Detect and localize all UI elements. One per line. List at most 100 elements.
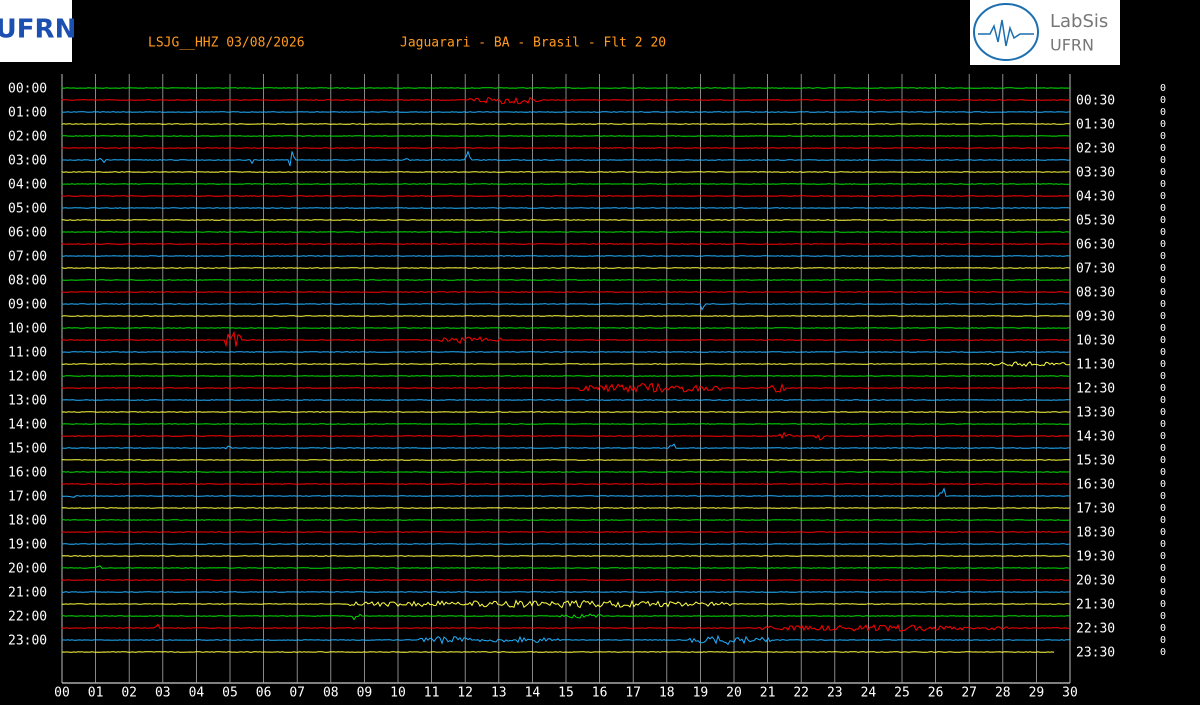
right-hour-label: 15:30 xyxy=(1076,454,1115,469)
trace-count: 0 xyxy=(1160,527,1166,538)
right-hour-label: 03:30 xyxy=(1076,166,1115,181)
seismic-trace xyxy=(61,431,1071,441)
trace-count: 0 xyxy=(1160,407,1166,418)
right-hour-label: 02:30 xyxy=(1076,142,1115,157)
left-hour-label: 12:00 xyxy=(8,370,47,385)
left-hour-label: 03:00 xyxy=(8,154,47,169)
x-tick-label: 19 xyxy=(693,686,709,701)
trace-count: 0 xyxy=(1160,215,1166,226)
x-tick-label: 07 xyxy=(289,686,305,701)
seismic-trace xyxy=(61,443,1070,450)
seismic-trace xyxy=(61,351,1071,353)
trace-count: 0 xyxy=(1160,239,1166,250)
trace-count: 0 xyxy=(1160,335,1166,346)
x-tick-label: 14 xyxy=(525,686,541,701)
logo-right-top: LabSis xyxy=(1050,11,1108,32)
trace-count: 0 xyxy=(1160,515,1166,526)
seismic-trace xyxy=(61,243,1071,245)
trace-count: 0 xyxy=(1160,347,1166,358)
left-hour-label: 04:00 xyxy=(8,178,47,193)
left-hour-label: 21:00 xyxy=(8,586,47,601)
seismic-trace xyxy=(61,171,1071,173)
right-hour-label: 22:30 xyxy=(1076,622,1115,637)
trace-count: 0 xyxy=(1160,323,1166,334)
seismic-trace xyxy=(61,96,1071,105)
x-tick-label: 06 xyxy=(256,686,272,701)
seismic-trace xyxy=(61,231,1070,233)
right-hour-label: 11:30 xyxy=(1076,358,1115,373)
trace-count: 0 xyxy=(1160,191,1166,202)
seismic-trace xyxy=(61,634,1070,646)
left-hour-label: 10:00 xyxy=(8,322,47,337)
trace-count: 0 xyxy=(1160,359,1166,370)
x-tick-label: 16 xyxy=(592,686,608,701)
right-hour-label: 10:30 xyxy=(1076,334,1115,349)
seismic-trace xyxy=(61,411,1071,413)
trace-count: 0 xyxy=(1160,83,1166,94)
x-tick-label: 28 xyxy=(995,686,1011,701)
seismic-trace xyxy=(61,291,1071,293)
seismic-trace xyxy=(61,555,1071,557)
left-hour-label: 14:00 xyxy=(8,418,47,433)
left-hour-label: 20:00 xyxy=(8,562,47,577)
seismic-trace xyxy=(61,375,1071,377)
trace-count: 0 xyxy=(1160,599,1166,610)
seismic-trace xyxy=(61,303,1071,311)
x-tick-label: 26 xyxy=(928,686,944,701)
seismic-trace xyxy=(61,543,1071,545)
left-hour-label: 09:00 xyxy=(8,298,47,313)
x-tick-label: 29 xyxy=(1029,686,1045,701)
seismic-trace xyxy=(61,111,1071,113)
trace-count: 0 xyxy=(1160,383,1166,394)
x-tick-label: 21 xyxy=(760,686,776,701)
x-tick-label: 30 xyxy=(1062,686,1078,701)
x-tick-label: 22 xyxy=(793,686,809,701)
logo-ring xyxy=(973,3,1039,61)
x-tick-label: 11 xyxy=(424,686,440,701)
left-hour-label: 02:00 xyxy=(8,130,47,145)
left-hour-label: 05:00 xyxy=(8,202,47,217)
trace-count: 0 xyxy=(1160,371,1166,382)
logo-left: UFRN xyxy=(0,15,76,45)
x-tick-label: 00 xyxy=(54,686,70,701)
left-hour-label: 07:00 xyxy=(8,250,47,265)
seismic-trace xyxy=(61,315,1071,317)
logo-left-box xyxy=(0,0,72,62)
seismic-trace xyxy=(61,651,1055,653)
seismic-trace xyxy=(61,487,1071,498)
seismic-trace xyxy=(61,87,1071,89)
right-hour-label: 21:30 xyxy=(1076,598,1115,613)
trace-count: 0 xyxy=(1160,419,1166,430)
x-tick-label: 10 xyxy=(390,686,406,701)
x-tick-label: 01 xyxy=(88,686,104,701)
right-hour-label: 19:30 xyxy=(1076,550,1115,565)
right-hour-label: 13:30 xyxy=(1076,406,1115,421)
trace-count: 0 xyxy=(1160,575,1166,586)
right-hour-label: 09:30 xyxy=(1076,310,1115,325)
seismic-trace xyxy=(61,150,1071,167)
seismic-trace xyxy=(61,591,1071,593)
seismic-trace xyxy=(61,327,1071,329)
trace-count: 0 xyxy=(1160,479,1166,490)
right-hour-label: 16:30 xyxy=(1076,478,1115,493)
trace-count: 0 xyxy=(1160,587,1166,598)
logo-wave xyxy=(978,19,1034,47)
x-tick-label: 12 xyxy=(457,686,473,701)
x-tick-label: 09 xyxy=(357,686,373,701)
right-hour-label: 04:30 xyxy=(1076,190,1115,205)
trace-count: 0 xyxy=(1160,647,1166,658)
x-tick-label: 17 xyxy=(625,686,641,701)
station-title: LSJG__HHZ 03/08/2026 xyxy=(148,36,305,51)
left-hour-label: 15:00 xyxy=(8,442,47,457)
right-hour-label: 01:30 xyxy=(1076,118,1115,133)
right-hour-label: 17:30 xyxy=(1076,502,1115,517)
seismic-trace xyxy=(61,471,1071,473)
seismic-trace xyxy=(61,255,1071,257)
x-tick-label: 03 xyxy=(155,686,171,701)
x-tick-label: 23 xyxy=(827,686,843,701)
trace-count: 0 xyxy=(1160,167,1166,178)
right-hour-label: 06:30 xyxy=(1076,238,1115,253)
seismic-trace xyxy=(61,565,1071,569)
seismic-trace xyxy=(61,207,1071,209)
left-hour-label: 06:00 xyxy=(8,226,47,241)
